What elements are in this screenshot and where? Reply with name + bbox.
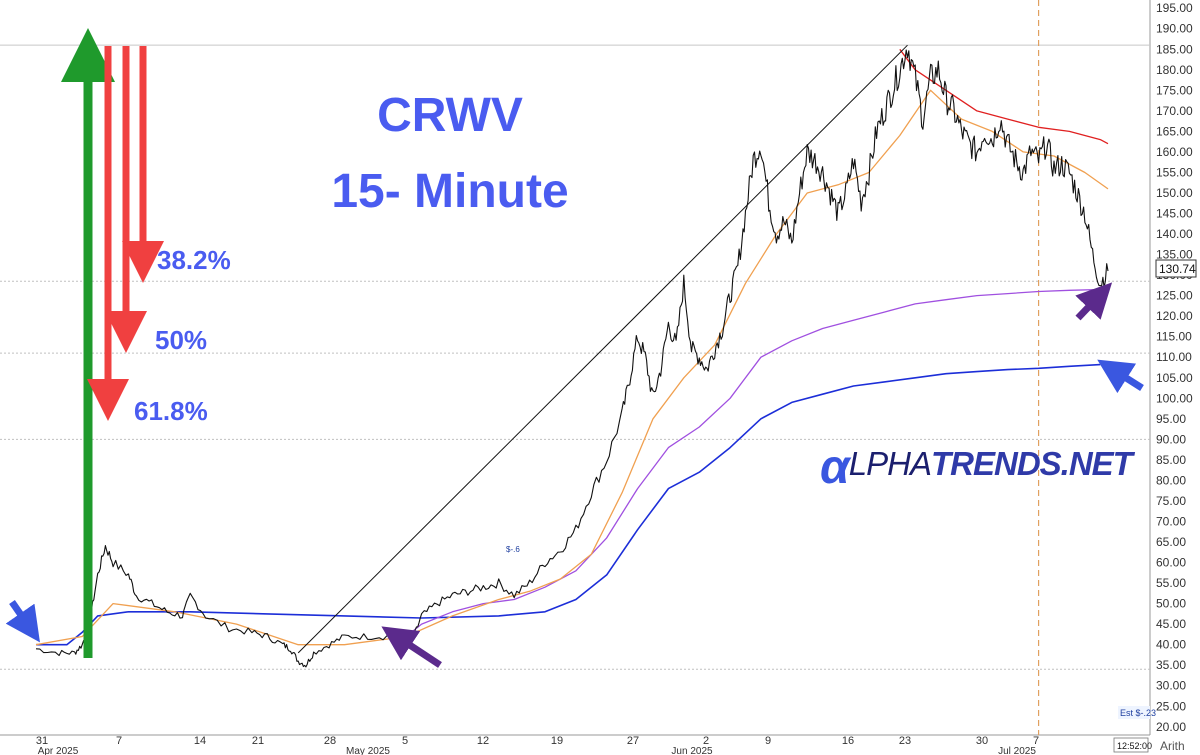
x-month-label: Apr 2025 xyxy=(38,746,79,755)
y-tick-label: 110.00 xyxy=(1156,350,1192,364)
x-tick-label: 5 xyxy=(402,735,408,747)
blue-arrow-right xyxy=(1097,359,1144,394)
y-tick-label: 120.00 xyxy=(1156,309,1193,323)
x-axis-ticks: 31 7 14 21 28 5 12 19 27 2 9 16 23 30 7 Apr 2025 May 202… xyxy=(36,735,1039,755)
alphatrends-logo: αLPHATRENDS.NET xyxy=(820,440,1133,495)
y-axis-ticks: 20.00 25.00 30.00 35.00 40.00 45.00 50.00 55.00… xyxy=(1156,1,1193,734)
y-tick-label: 165.00 xyxy=(1156,124,1193,138)
y-tick-label: 150.00 xyxy=(1156,186,1193,200)
time-label: 12:52:00 xyxy=(1117,741,1152,751)
x-tick-label: 21 xyxy=(252,735,264,747)
fib-level-61: 61.8% xyxy=(134,396,208,426)
y-tick-label: 70.00 xyxy=(1156,514,1186,528)
series-line-vwap-blue xyxy=(36,363,1101,646)
x-tick-label: 2 xyxy=(703,735,709,747)
x-tick-label: 23 xyxy=(899,735,911,747)
x-tick-label: 19 xyxy=(551,735,563,747)
series-line-ma-purple xyxy=(390,288,1101,642)
y-tick-label: 35.00 xyxy=(1156,658,1186,672)
y-tick-label: 45.00 xyxy=(1156,617,1186,631)
y-tick-label: 65.00 xyxy=(1156,535,1186,549)
y-tick-label: 185.00 xyxy=(1156,42,1193,56)
series-line-ma-red xyxy=(899,48,1109,145)
x-tick-label: 14 xyxy=(194,735,206,747)
series-line-trendline xyxy=(297,44,908,654)
series-layer xyxy=(35,44,1109,668)
x-tick-label: 16 xyxy=(842,735,854,747)
horizontal-levels xyxy=(0,44,1150,670)
fib-level-50: 50% xyxy=(155,325,208,355)
chart-title-ticker: CRWV xyxy=(377,89,523,142)
x-tick-label: 27 xyxy=(627,735,639,747)
plot-area xyxy=(0,0,1151,736)
purple-arrow-bottom xyxy=(381,626,442,668)
y-tick-label: 80.00 xyxy=(1156,473,1186,487)
y-tick-label: 75.00 xyxy=(1156,494,1186,508)
y-tick-label: 30.00 xyxy=(1156,679,1186,693)
y-tick-label: 135.00 xyxy=(1156,248,1193,262)
x-month-label: May 2025 xyxy=(346,746,390,755)
y-tick-label: 125.00 xyxy=(1156,289,1193,303)
y-tick-label: 95.00 xyxy=(1156,412,1186,426)
est-label: Est $-.23 xyxy=(1120,708,1156,718)
x-month-label: Jun 2025 xyxy=(671,746,713,755)
series-line-ma-short xyxy=(35,89,1109,646)
logo-text-1: LPHA xyxy=(848,445,932,482)
est-label-box xyxy=(1118,706,1150,719)
x-tick-label: 28 xyxy=(324,735,336,747)
x-tick-label: 7 xyxy=(116,735,122,747)
event-marker: $-.6 xyxy=(506,545,520,554)
y-tick-label: 55.00 xyxy=(1156,576,1186,590)
y-tick-label: 50.00 xyxy=(1156,597,1186,611)
logo-text-2: TRENDS.NET xyxy=(930,445,1133,482)
y-tick-label: 85.00 xyxy=(1156,453,1186,467)
scale-label[interactable]: Arith xyxy=(1160,739,1185,753)
y-tick-label: 40.00 xyxy=(1156,638,1186,652)
x-month-label: Jul 2025 xyxy=(998,746,1036,755)
y-tick-label: 115.00 xyxy=(1156,330,1192,344)
y-tick-label: 175.00 xyxy=(1156,83,1193,97)
last-price-box xyxy=(1155,259,1197,278)
purple-arrow-right xyxy=(1075,282,1113,321)
x-tick-label: 7 xyxy=(1033,735,1039,747)
y-tick-label: 155.00 xyxy=(1156,165,1193,179)
y-tick-label: 25.00 xyxy=(1156,699,1186,713)
time-label-box xyxy=(1113,737,1149,753)
y-tick-label: 100.00 xyxy=(1156,391,1193,405)
y-tick-label: 60.00 xyxy=(1156,556,1186,570)
chart-title-timeframe: 15- Minute xyxy=(331,165,569,218)
fib-level-38: 38.2% xyxy=(157,245,231,275)
y-tick-label: 170.00 xyxy=(1156,104,1193,118)
logo-alpha-mark: α xyxy=(820,441,850,494)
y-tick-label: 140.00 xyxy=(1156,227,1193,241)
y-tick-label: 195.00 xyxy=(1156,1,1193,15)
blue-arrow-left xyxy=(5,600,40,643)
y-tick-label: 20.00 xyxy=(1156,720,1186,734)
y-tick-label: 160.00 xyxy=(1156,145,1193,159)
y-tick-label: 105.00 xyxy=(1156,371,1193,385)
y-tick-label: 190.00 xyxy=(1156,22,1193,36)
last-price-label: 130.74 xyxy=(1159,262,1196,276)
x-tick-label: 30 xyxy=(976,735,988,747)
y-tick-label: 180.00 xyxy=(1156,63,1193,77)
x-tick-label: 31 xyxy=(36,735,48,747)
y-tick-label: 90.00 xyxy=(1156,432,1186,446)
x-tick-label: 9 xyxy=(765,735,771,747)
y-tick-label: 145.00 xyxy=(1156,207,1193,221)
series-line-price xyxy=(35,49,1109,668)
x-tick-label: 12 xyxy=(477,735,489,747)
